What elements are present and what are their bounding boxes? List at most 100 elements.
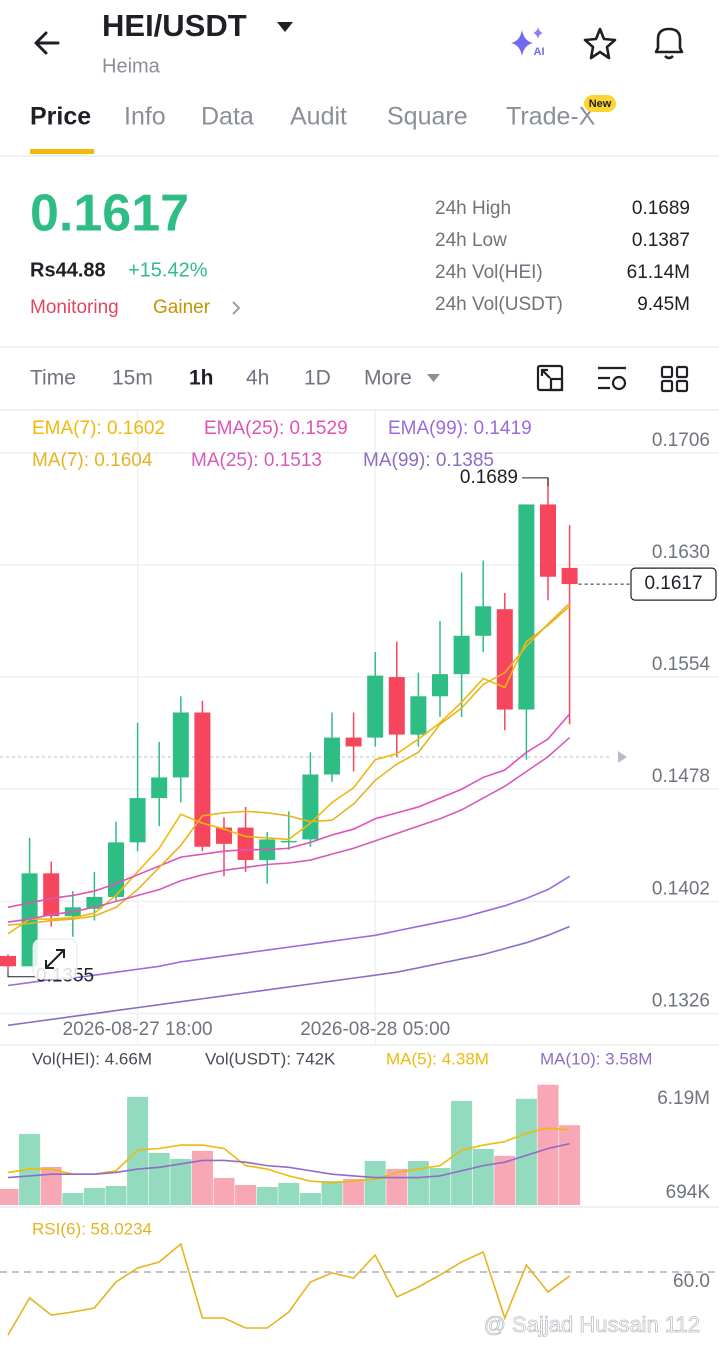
candle-body [518,504,535,710]
layout-button[interactable] [660,365,689,393]
series-line [7,925,570,1027]
tab[interactable]: Square [387,103,468,131]
volume-bar [472,1148,494,1205]
tag[interactable]: Gainer [153,297,211,318]
candle-body [496,609,513,710]
pair-subtitle: Heima [102,55,161,77]
volume-bar [343,1178,365,1205]
notification-button[interactable] [654,27,684,60]
chart-mode-button[interactable] [536,364,564,392]
tag[interactable]: Monitoring [30,297,119,318]
interval[interactable]: 1D [304,367,331,390]
candle-body [410,696,427,735]
volume-bar [494,1155,516,1205]
new-badge [584,95,616,112]
y-tick-label: 60.0 [673,1271,710,1292]
volume-bar [213,1177,235,1205]
tab[interactable]: Trade-X [506,103,596,131]
expand-button[interactable] [32,938,78,980]
stat-label: 24h High [435,198,511,219]
volume-bar [62,1193,84,1205]
volume-bar [559,1125,581,1205]
tab[interactable]: Info [124,103,166,131]
more-dropdown[interactable] [427,374,440,382]
y-tick-label: 0.1630 [652,542,710,563]
interval[interactable]: More [364,367,412,390]
volume-bar [278,1182,300,1205]
series-line [7,1242,571,1336]
interval[interactable]: 1h [189,367,214,390]
tab-indicator [30,149,94,154]
stat-label: 24h Vol(USDT) [435,294,563,315]
volume-bar [256,1187,278,1205]
candle-body [86,896,103,909]
candle-body [237,827,254,861]
y-tick-label: 694K [666,1182,711,1203]
volume-bar [170,1158,192,1205]
y-tick-label: 0.1478 [652,766,710,787]
tab[interactable]: Data [201,103,254,131]
candle-body [475,606,492,636]
legend-entry: EMA(7): 0.1602 [32,418,165,439]
interval[interactable]: 4h [246,367,269,390]
x-tick-label: 2026-08-28 05:00 [300,1019,450,1040]
series-line [7,602,571,926]
series-line [7,713,571,909]
volume-bar [321,1181,343,1205]
candle-body [540,504,556,577]
stat-value: 61.14M [627,262,690,283]
last-price-label: 0.1617 [644,573,702,594]
candle-body [302,774,319,840]
plot: 0.1706 0.1630 0.1554 0.1478 0.1402 0.1326 2026… [0,410,719,1336]
candle-body [151,777,168,799]
stat-label: 24h Low [435,230,507,251]
high-label: 0.1689 [460,467,518,488]
tab[interactable]: Audit [290,103,347,131]
candle-body [453,635,470,675]
candle-body [172,712,189,778]
price-change: +15.42% [128,259,208,281]
y-tick-label: 0.1402 [652,878,710,899]
low-pointer [7,970,36,978]
stat-label: 24h Vol(HEI) [435,262,543,283]
volume-bar [235,1184,257,1205]
indicator-settings-button[interactable] [598,366,627,391]
candle-body [129,798,146,843]
legend-note: Vol(USDT): 742K [205,1049,336,1068]
volume-bar [299,1193,321,1205]
series-line [7,605,571,935]
legend-entry: EMA(25): 0.1529 [204,418,348,439]
volume-bar [537,1084,559,1205]
candle-body [432,674,448,697]
legend-entry: Vol(HEI): 4.66M [32,1049,152,1068]
y-tick-label: 0.1706 [652,430,710,451]
watermark: @ Sajjad Hussain 112 [484,1312,700,1337]
volume-bar [105,1185,127,1205]
volume-bar [364,1160,386,1205]
candle-body [194,712,211,847]
interval[interactable]: Time [30,367,76,390]
y-tick-label: 0.1326 [652,991,710,1012]
volume-bar [429,1168,451,1205]
candle-body [43,873,60,917]
ai-button[interactable]: AI [511,27,545,58]
volume-bar [451,1100,473,1205]
pair-title[interactable]: HEI/USDT [102,8,247,43]
volume-bar [40,1166,62,1205]
tab[interactable]: Price [30,103,91,131]
legend-entry: MA(5): 4.38M [386,1049,489,1068]
new-badge-label: New [589,98,612,110]
favorite-button[interactable] [583,27,617,60]
pair-dropdown[interactable] [277,22,293,32]
last-price: 0.1617 [30,185,189,243]
y-tick-label: 0.1554 [652,654,711,675]
candle-body [345,737,362,747]
interval[interactable]: 15m [112,367,153,390]
series-line [7,736,571,923]
local-price: Rs44.88 [30,259,106,281]
crosshair-arrow [618,751,627,763]
candle-body [216,827,232,844]
series-line [7,875,571,987]
candle-body [367,675,384,738]
back-button[interactable] [34,31,60,55]
